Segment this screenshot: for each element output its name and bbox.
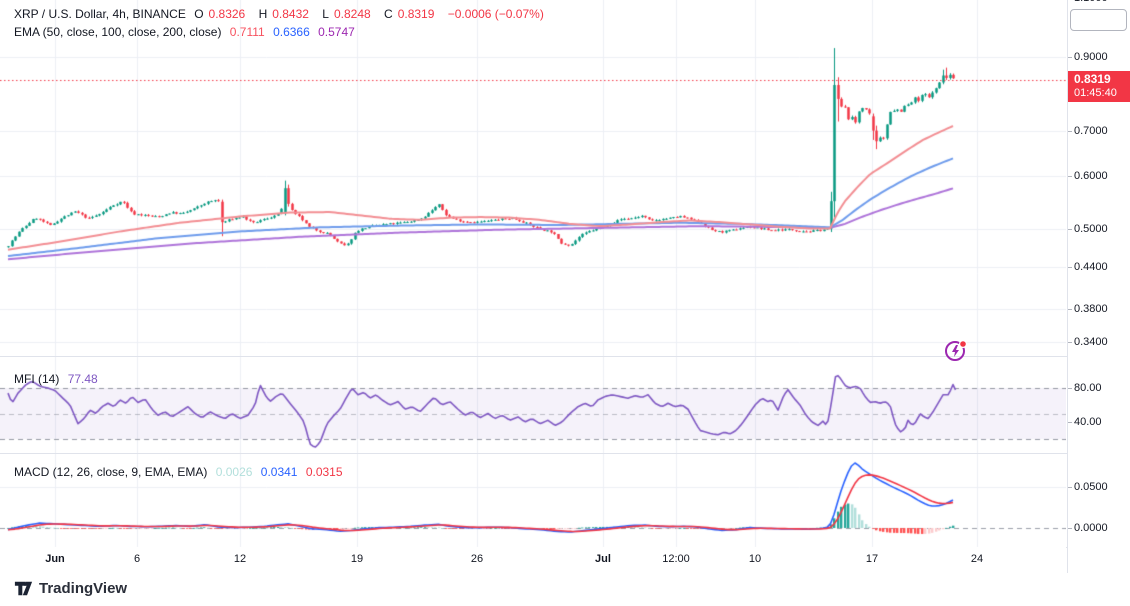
price-tick-label: 0.7000 bbox=[1074, 125, 1108, 137]
time-tick-label: 26 bbox=[470, 553, 484, 565]
footer-bar: TradingView bbox=[0, 573, 1130, 606]
price-axis[interactable]: 0.8319 01:45:40 1.1000 0.9000 0.7000 0.6000… bbox=[1067, 0, 1130, 573]
time-tick-label: 12:00 bbox=[662, 553, 690, 565]
tick-mark bbox=[1068, 487, 1072, 488]
price-tick-label: 0.4400 bbox=[1074, 261, 1108, 273]
countdown: 01:45:40 bbox=[1074, 87, 1117, 99]
time-tick-label: 24 bbox=[970, 553, 984, 565]
pane-divider-price-mfi[interactable] bbox=[0, 356, 1130, 357]
ema200-value: 0.5747 bbox=[318, 25, 355, 39]
refresh-lightning-icon[interactable] bbox=[944, 339, 968, 363]
time-tick-label: 10 bbox=[748, 553, 762, 565]
tick-mark bbox=[1068, 309, 1072, 310]
price-tick-label: 0.0000 bbox=[1074, 522, 1108, 534]
tick-mark bbox=[1068, 267, 1072, 268]
ohlc-close: C 0.8319 bbox=[384, 7, 435, 21]
ema50-value: 0.7111 bbox=[229, 25, 265, 39]
tick-mark bbox=[1068, 388, 1072, 389]
ohlc-high: H 0.8432 bbox=[258, 7, 309, 21]
time-tick-label: Jun bbox=[45, 553, 65, 565]
time-tick-label: 12 bbox=[233, 553, 247, 565]
ema-title: EMA (50, close, 100, close, 200, close) bbox=[14, 25, 222, 39]
current-price-label: 0.8319 01:45:40 bbox=[1068, 71, 1130, 102]
chart-canvas[interactable] bbox=[0, 0, 1066, 573]
time-tick-label: 19 bbox=[350, 553, 364, 565]
price-tick-label: 80.00 bbox=[1074, 382, 1102, 394]
empty-price-box bbox=[1070, 9, 1127, 31]
mfi-legend[interactable]: MFI (14) 77.48 bbox=[14, 370, 103, 388]
time-tick-label: Jul bbox=[595, 553, 611, 565]
time-axis[interactable]: Jun 6 12 19 26 Jul 12:00 10 17 24 bbox=[0, 547, 1066, 573]
macd-hist-value: 0.0026 bbox=[215, 465, 253, 479]
current-price: 0.8319 bbox=[1074, 72, 1111, 86]
price-tick-label: 0.0500 bbox=[1074, 481, 1108, 493]
macd-legend[interactable]: MACD (12, 26, close, 9, EMA, EMA) 0.0026… bbox=[14, 463, 348, 481]
mfi-title: MFI (14) bbox=[14, 372, 60, 386]
price-tick-label: 0.6000 bbox=[1074, 170, 1108, 182]
tradingview-logo[interactable]: TradingView bbox=[14, 580, 127, 597]
symbol-title: XRP / U.S. Dollar, 4h, BINANCE bbox=[14, 7, 186, 21]
ohlc-low: L 0.8248 bbox=[322, 7, 371, 21]
price-tick-label: 0.3400 bbox=[1074, 336, 1108, 348]
price-tick-label: 0.9000 bbox=[1074, 51, 1108, 63]
tick-mark bbox=[1068, 131, 1072, 132]
pane-divider-mfi-macd[interactable] bbox=[0, 453, 1130, 454]
tick-mark bbox=[1068, 176, 1072, 177]
macd-signal-value: 0.0315 bbox=[305, 465, 343, 479]
tick-mark bbox=[1068, 57, 1072, 58]
ohlc-open: O 0.8326 bbox=[194, 7, 246, 21]
mfi-value: 77.48 bbox=[67, 372, 98, 386]
price-tick-label: 40.00 bbox=[1074, 416, 1102, 428]
tv-logo-text: TradingView bbox=[39, 580, 128, 597]
time-tick-label: 17 bbox=[865, 553, 879, 565]
price-tick-label: 1.1000 bbox=[1074, 0, 1108, 5]
time-tick-label: 6 bbox=[133, 553, 141, 565]
tick-mark bbox=[1068, 422, 1072, 423]
macd-title: MACD (12, 26, close, 9, EMA, EMA) bbox=[14, 465, 208, 479]
tick-mark bbox=[1068, 528, 1072, 529]
ema-legend[interactable]: EMA (50, close, 100, close, 200, close) … bbox=[14, 23, 360, 41]
ema100-value: 0.6366 bbox=[273, 25, 310, 39]
tv-logo-icon bbox=[14, 581, 33, 596]
price-change: −0.0006 (−0.07%) bbox=[447, 7, 544, 21]
price-tick-label: 0.5000 bbox=[1074, 223, 1108, 235]
tick-mark bbox=[1068, 342, 1072, 343]
tick-mark bbox=[1068, 229, 1072, 230]
price-tick-label: 0.3800 bbox=[1074, 303, 1108, 315]
macd-line-value: 0.0341 bbox=[260, 465, 298, 479]
symbol-legend[interactable]: XRP / U.S. Dollar, 4h, BINANCE O 0.8326 H… bbox=[14, 5, 549, 23]
